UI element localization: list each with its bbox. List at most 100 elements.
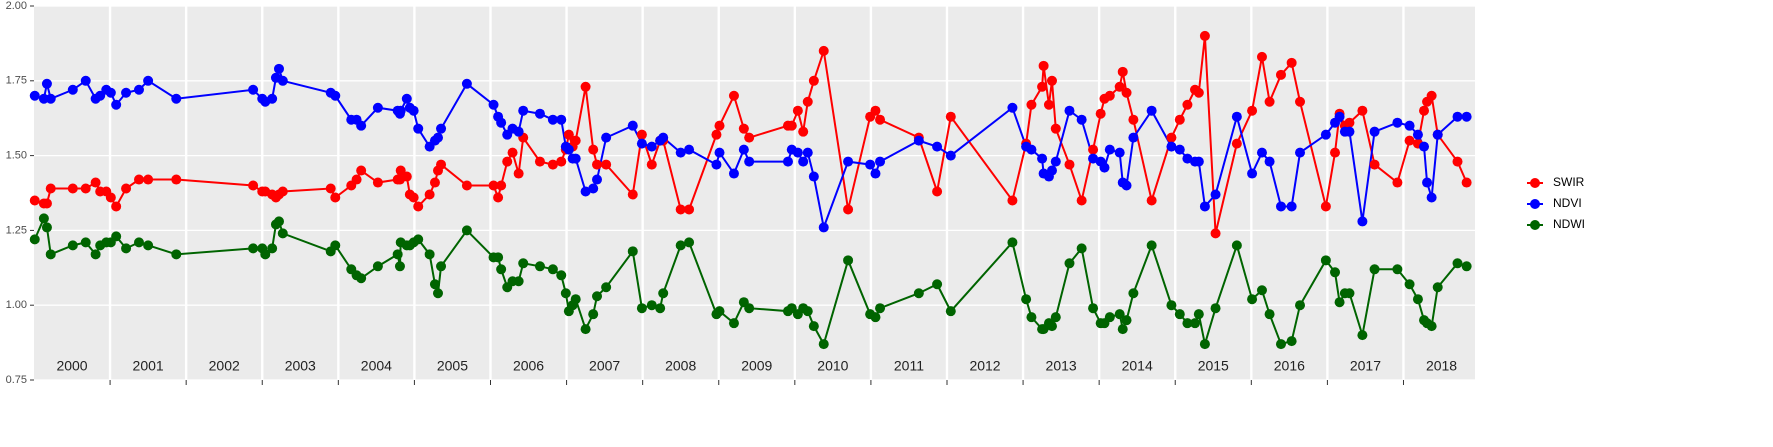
point <box>1166 300 1177 311</box>
point <box>786 303 797 314</box>
year-label: 2009 <box>741 358 772 374</box>
point <box>1128 114 1139 125</box>
point <box>1050 156 1061 167</box>
point <box>875 156 886 167</box>
point <box>1295 96 1306 107</box>
point <box>171 249 182 260</box>
y-tick-label: 1.25 <box>6 224 27 236</box>
point <box>1369 159 1380 170</box>
point <box>67 84 78 95</box>
point <box>356 165 367 176</box>
point <box>1404 120 1415 131</box>
point <box>1422 177 1433 188</box>
point <box>111 201 122 212</box>
point <box>1264 96 1275 107</box>
point <box>493 192 504 203</box>
point <box>580 81 591 92</box>
point <box>1344 288 1355 299</box>
point <box>714 120 725 131</box>
point <box>1461 177 1472 188</box>
point <box>1104 144 1115 155</box>
point <box>432 132 443 143</box>
point <box>372 102 383 113</box>
point <box>1046 75 1057 86</box>
point <box>1432 282 1443 293</box>
point <box>636 303 647 314</box>
point <box>1286 201 1297 212</box>
point <box>802 96 813 107</box>
point <box>792 147 803 158</box>
point <box>1199 339 1210 350</box>
year-label: 2004 <box>361 358 392 374</box>
point <box>1193 156 1204 167</box>
point <box>1392 117 1403 128</box>
point <box>1247 168 1258 179</box>
point <box>171 174 182 185</box>
point <box>518 258 529 269</box>
point <box>1264 156 1275 167</box>
point <box>843 156 854 167</box>
year-label: 2014 <box>1122 358 1153 374</box>
point <box>1231 240 1242 251</box>
point <box>111 99 122 110</box>
point <box>273 63 284 74</box>
y-tick-label: 1.50 <box>6 150 27 162</box>
point <box>570 294 581 305</box>
point <box>1275 69 1286 80</box>
point <box>1193 87 1204 98</box>
year-label: 2012 <box>969 358 1000 374</box>
point <box>913 135 924 146</box>
point <box>547 159 558 170</box>
point <box>1076 195 1087 206</box>
point <box>133 84 144 95</box>
point <box>1007 195 1018 206</box>
point <box>1076 243 1087 254</box>
point <box>658 288 669 299</box>
point <box>1104 312 1115 323</box>
point <box>570 153 581 164</box>
point <box>496 264 507 275</box>
point <box>395 165 406 176</box>
point <box>1199 201 1210 212</box>
point <box>592 291 603 302</box>
point <box>1182 153 1193 164</box>
y-tick-label: 2.00 <box>6 0 27 12</box>
point <box>714 147 725 158</box>
point <box>488 180 499 191</box>
year-label: 2008 <box>665 358 696 374</box>
point <box>792 105 803 116</box>
point <box>601 132 612 143</box>
year-label: 2011 <box>894 358 924 374</box>
point <box>1334 111 1345 122</box>
point <box>429 279 440 290</box>
point <box>601 282 612 293</box>
point <box>408 192 419 203</box>
point <box>1117 324 1128 335</box>
point <box>248 84 259 95</box>
point <box>802 147 813 158</box>
point <box>1247 105 1258 116</box>
point <box>738 144 749 155</box>
point <box>248 243 259 254</box>
point <box>711 159 722 170</box>
point <box>461 78 472 89</box>
point <box>413 123 424 134</box>
point <box>627 120 638 131</box>
point <box>675 240 686 251</box>
point <box>1344 126 1355 137</box>
point <box>1182 99 1193 110</box>
point <box>488 99 499 110</box>
point <box>711 129 722 140</box>
point <box>372 261 383 272</box>
point <box>401 171 412 182</box>
point <box>1193 309 1204 320</box>
point <box>1452 156 1463 167</box>
point <box>808 75 819 86</box>
point <box>1064 159 1075 170</box>
point <box>105 87 116 98</box>
point <box>1174 309 1185 320</box>
point <box>875 114 886 125</box>
point <box>1256 147 1267 158</box>
legend-label: NDWI <box>1553 217 1585 231</box>
